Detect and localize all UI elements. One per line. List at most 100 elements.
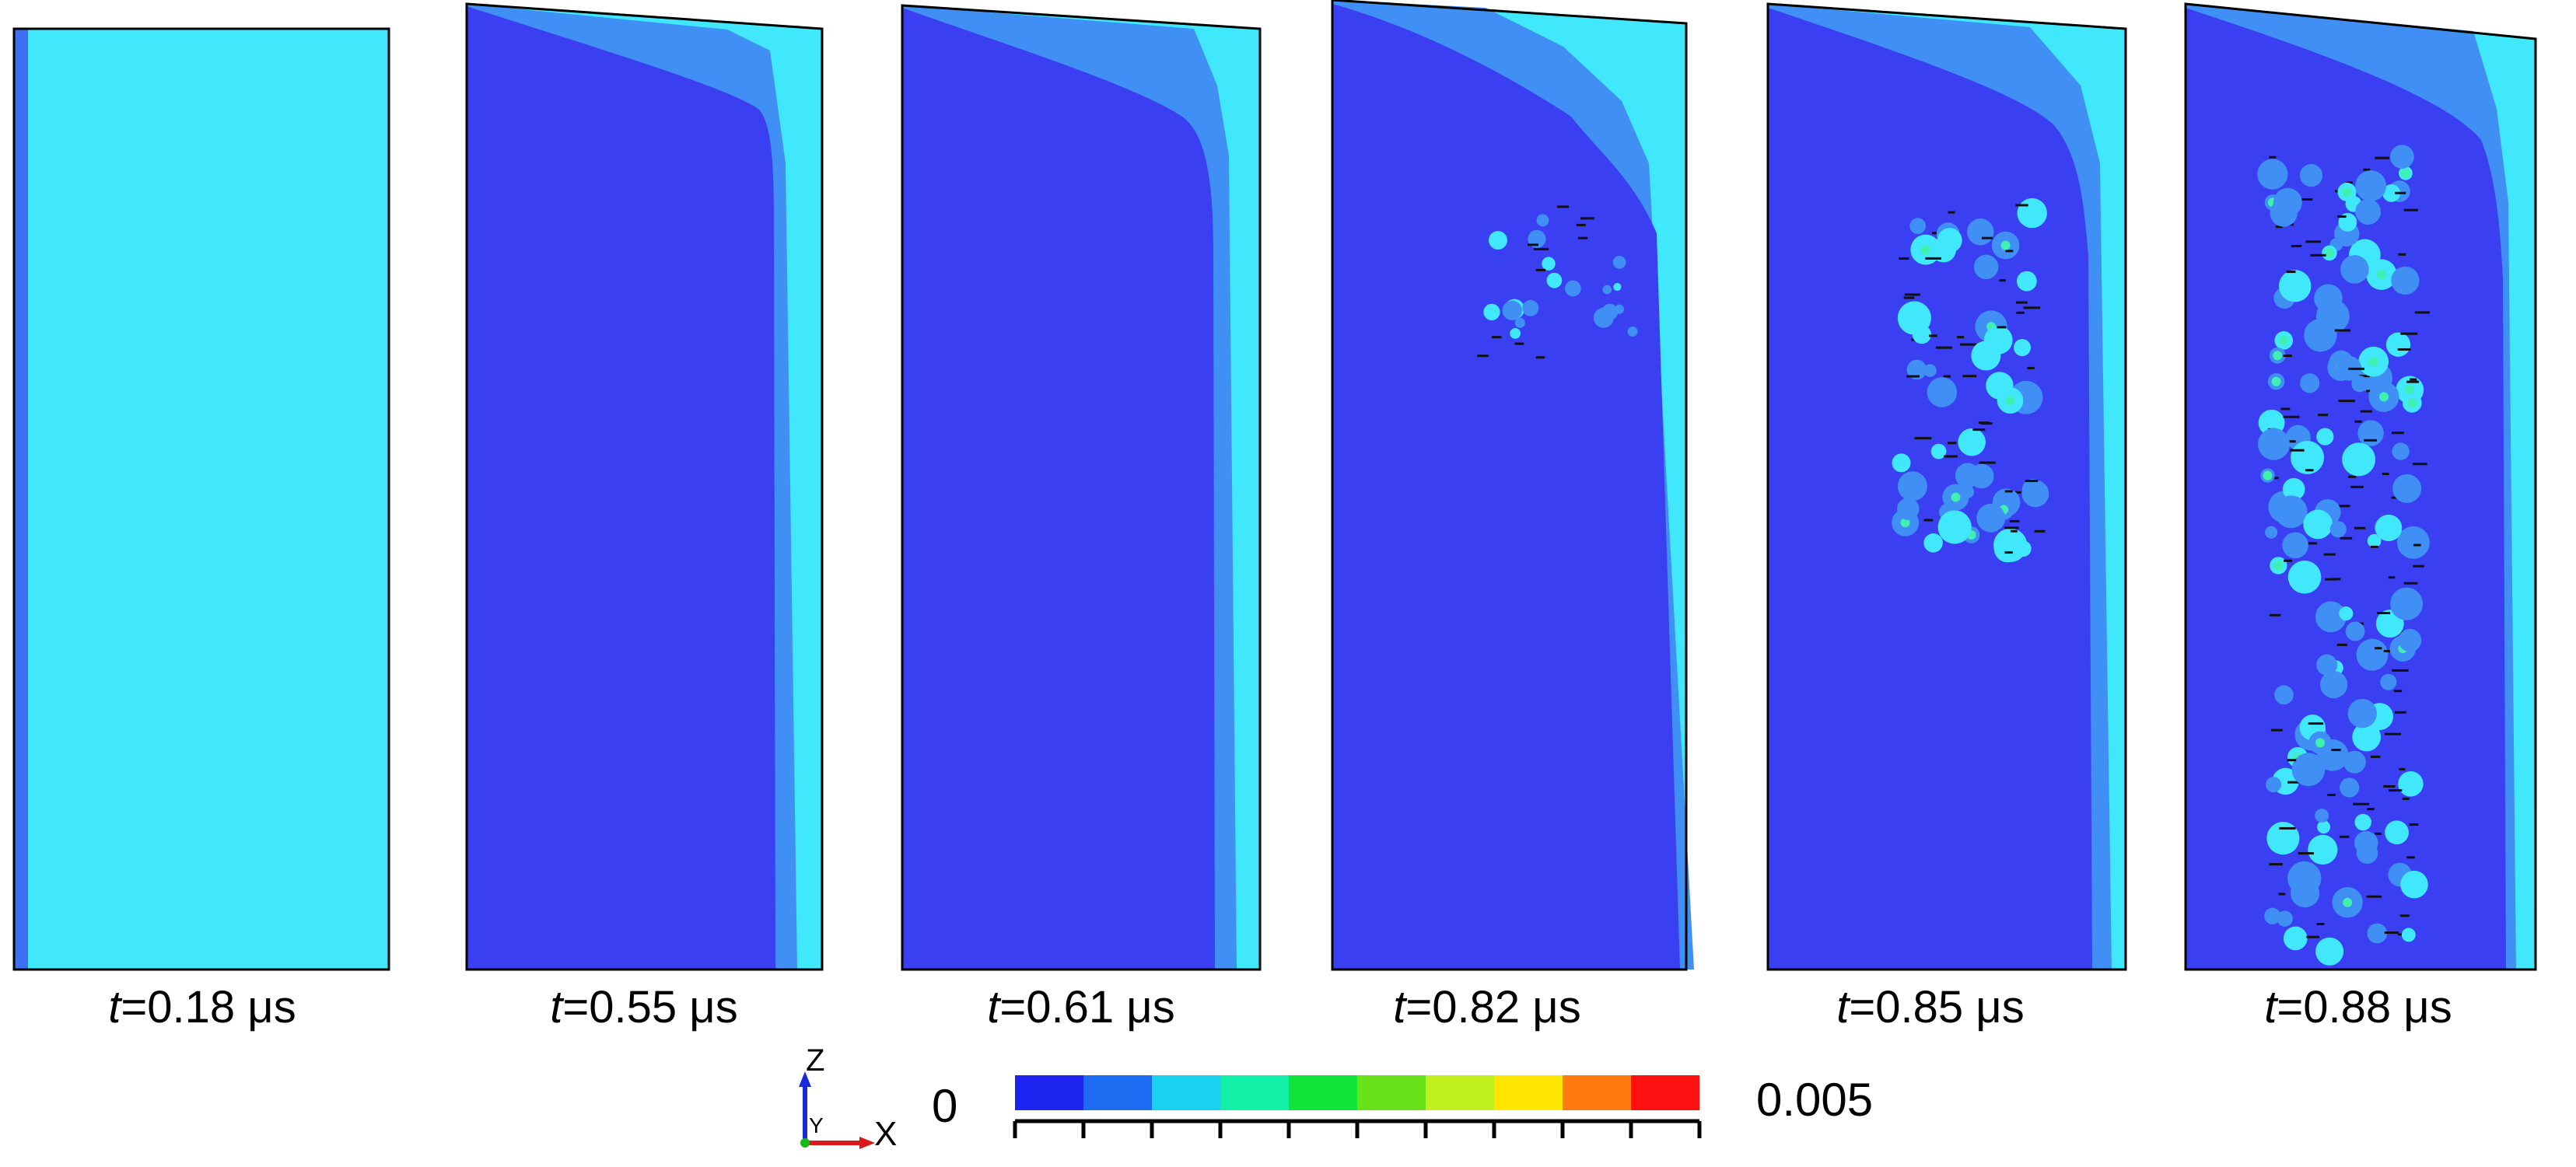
defect-spot <box>2398 628 2422 652</box>
panel-6-time-label: t=0.88 μs <box>2264 982 2452 1032</box>
defect-spot <box>2021 479 2043 500</box>
defect-crack <box>2336 643 2347 646</box>
defect-spot <box>2299 163 2323 187</box>
defect-spot <box>2017 197 2047 229</box>
defect-crack <box>2385 732 2401 735</box>
defect-crack <box>1491 336 1502 339</box>
defect-crack <box>2375 156 2390 159</box>
defect-spot <box>2264 907 2281 924</box>
defect-spot <box>1514 317 1525 328</box>
defect-crack <box>1899 257 1909 260</box>
z-axis-arrowhead <box>799 1071 811 1087</box>
defect-crack <box>2398 253 2406 256</box>
defect-crack <box>2391 432 2404 435</box>
defect-spot <box>2317 820 2331 834</box>
defect-crack <box>2016 301 2028 304</box>
defect-spot <box>2283 926 2308 951</box>
defect-spot <box>1930 443 1947 459</box>
defect-crack <box>1576 223 1586 226</box>
defect-crack <box>2269 863 2283 866</box>
defect-spot <box>2355 170 2387 201</box>
panel-1-body <box>14 29 389 970</box>
colorbar-swatch <box>1220 1075 1289 1110</box>
panel-1-time-label: t=0.18 μs <box>108 982 296 1032</box>
defect-crack <box>2414 311 2431 314</box>
panel-2-outline <box>465 2 824 971</box>
defect-core <box>2324 248 2334 258</box>
defect-spot <box>2316 654 2338 676</box>
panel-3-time-label: t=0.61 μs <box>987 982 1175 1032</box>
defect-crack <box>2397 348 2411 351</box>
defect-crack <box>2406 856 2415 859</box>
defect-spot <box>1930 237 1957 263</box>
defect-spot <box>2401 928 2416 942</box>
defect-crack <box>2395 191 2406 194</box>
defect-core <box>2263 470 2273 480</box>
defect-spot <box>2354 813 2371 831</box>
defect-spot <box>1897 498 1920 520</box>
panel-4 <box>1331 0 1694 971</box>
defect-crack <box>2336 505 2350 508</box>
defect-crack <box>2004 551 2013 554</box>
defect-spot <box>2380 673 2397 690</box>
defect-spot <box>2347 698 2377 729</box>
defect-spot <box>2396 526 2430 559</box>
defect-crack <box>2316 923 2325 926</box>
axis-triad <box>799 1071 875 1149</box>
defect-crack <box>2350 485 2364 488</box>
defect-crack <box>2318 414 2329 417</box>
defect-crack <box>2403 582 2418 585</box>
defect-spot <box>2400 870 2428 899</box>
defect-core <box>1920 245 1930 255</box>
defect-crack <box>1577 236 1588 239</box>
defect-crack <box>2275 225 2283 229</box>
defect-spot <box>2279 270 2312 302</box>
defect-crack <box>2364 438 2378 442</box>
defect-crack <box>1947 442 1957 445</box>
defect-spot <box>2014 540 2032 557</box>
defect-crack <box>2354 526 2366 529</box>
defect-crack <box>2280 407 2291 411</box>
defect-spot <box>1483 303 1500 321</box>
defect-crack <box>2348 475 2357 478</box>
defect-crack <box>2413 463 2427 466</box>
defect-crack <box>2270 729 2283 732</box>
defect-spot <box>2291 753 2326 787</box>
defect-crack <box>2331 749 2341 752</box>
defect-core <box>2005 396 2015 406</box>
defect-spot <box>2345 621 2365 641</box>
colorbar-max-label: 0.005 <box>1756 1074 1874 1126</box>
panel-5 <box>1766 2 2127 971</box>
defect-spot <box>1906 359 1927 380</box>
defect-spot <box>2340 255 2369 284</box>
defect-crack <box>2291 244 2302 247</box>
defect-spot <box>2367 923 2388 944</box>
defect-crack <box>2009 519 2020 522</box>
defect-crack <box>2339 835 2350 838</box>
defect-spot <box>2351 376 2368 393</box>
defect-core <box>2405 385 2415 395</box>
defect-spot <box>2339 606 2354 621</box>
defect-spot <box>1602 285 1612 295</box>
colorbar-swatch <box>1563 1075 1631 1110</box>
colorbar-swatch <box>1289 1075 1357 1110</box>
defect-spot <box>1937 510 1972 544</box>
defect-core <box>2279 335 2289 345</box>
defect-crack <box>2367 808 2375 811</box>
defect-crack <box>2384 931 2399 935</box>
defect-crack <box>2413 543 2421 547</box>
defect-crack <box>1944 455 1958 458</box>
defect-spot <box>1961 485 1975 498</box>
defect-crack <box>2413 564 2424 568</box>
defect-spot <box>1923 364 1937 377</box>
defect-crack <box>1962 375 1977 378</box>
defect-spot <box>2385 820 2409 845</box>
defect-crack <box>2283 355 2292 358</box>
defect-spot <box>2300 373 2320 393</box>
defect-core <box>2273 561 2284 571</box>
defect-crack <box>2403 208 2418 211</box>
defect-core <box>2271 376 2281 386</box>
y-axis-dot <box>800 1138 810 1148</box>
defect-crack <box>1981 236 1993 239</box>
